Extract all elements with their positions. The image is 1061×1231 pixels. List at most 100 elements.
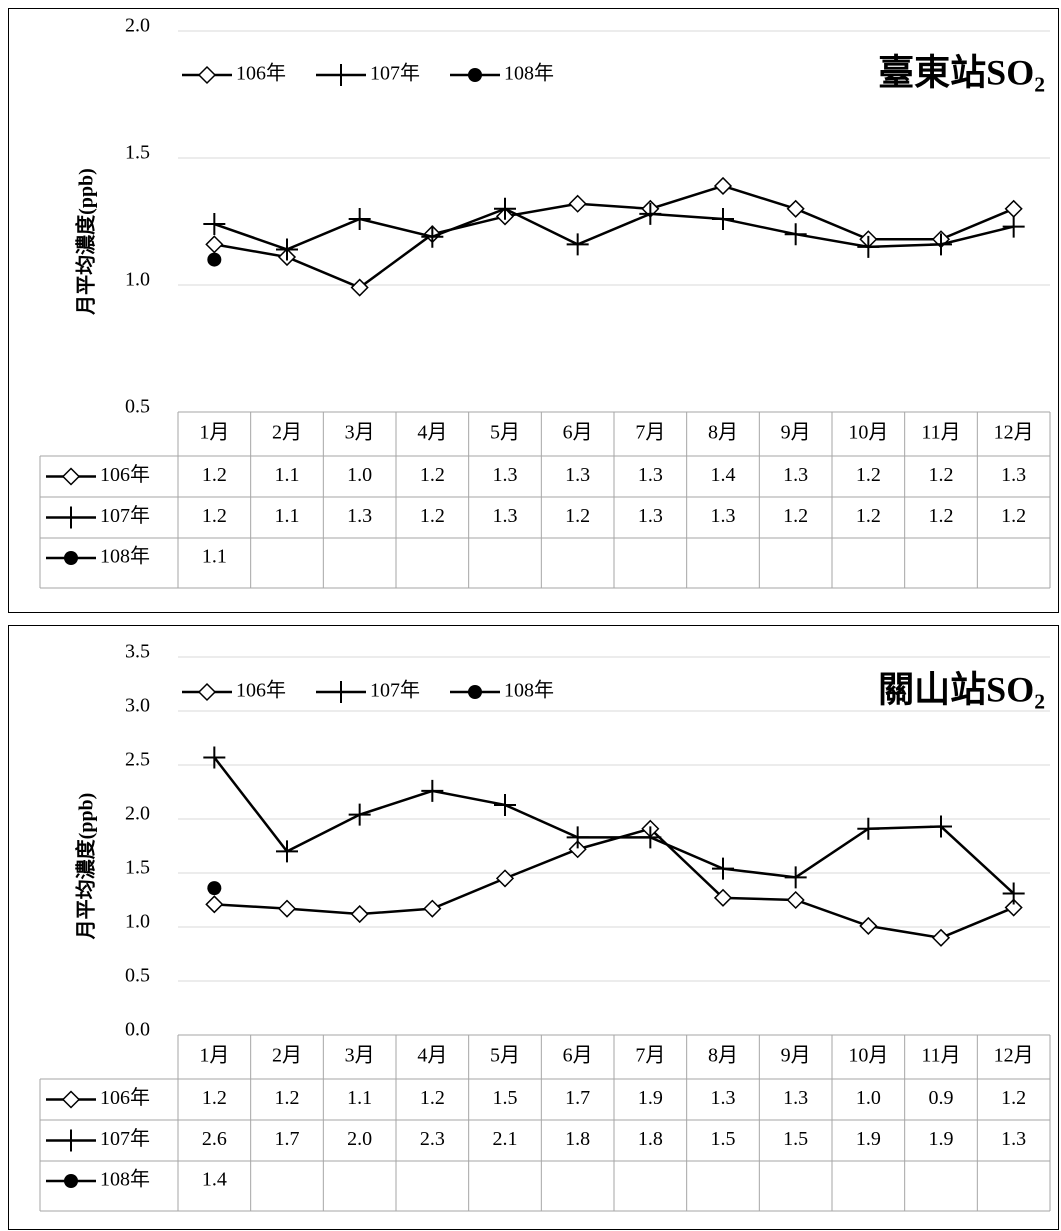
y-tick-label: 0.5: [125, 965, 150, 987]
marker-diamond: [61, 467, 81, 486]
marker-plus: [566, 826, 589, 849]
table-cell: 1.5: [783, 1128, 808, 1150]
table-cell: 1.1: [202, 546, 227, 568]
table-cell: 1.1: [275, 505, 300, 527]
table-cell: 0.9: [929, 1087, 954, 1109]
marker-diamond: [350, 904, 369, 924]
table-cell: 2.3: [420, 1128, 445, 1150]
legend-label: 106年: [236, 679, 286, 702]
marker-diamond: [713, 888, 733, 907]
x-tick-label: 7月: [635, 422, 665, 444]
marker-plus: [857, 235, 880, 258]
table-cell: 1.3: [493, 464, 518, 486]
marker-diamond: [350, 278, 369, 297]
table-cell: 1.3: [711, 1087, 736, 1109]
table-cell: 1.2: [275, 1087, 300, 1109]
marker-plus: [712, 857, 734, 880]
legend-label: 107年: [370, 679, 420, 702]
table-cell: 1.2: [929, 464, 954, 486]
marker-plus: [60, 506, 82, 529]
table-cell: 1.9: [638, 1087, 663, 1109]
data-line: [214, 184, 1015, 289]
chart-title: 關山站SO₂: [878, 669, 1045, 709]
marker-plus: [639, 826, 662, 849]
table-cell: 1.2: [202, 464, 227, 486]
table-cell: 2.6: [202, 1128, 227, 1150]
marker-plus: [784, 223, 807, 246]
legend-item: 106年: [182, 62, 286, 85]
table-cell: 1.9: [856, 1128, 881, 1150]
marker-circle: [64, 1174, 78, 1188]
table-cell: 1.8: [565, 1128, 590, 1150]
y-tick-label: 2.0: [125, 15, 150, 37]
x-tick-label: 3月: [345, 422, 375, 444]
table-cell: 1.0: [347, 464, 372, 486]
x-tick-label: 9月: [781, 422, 811, 444]
table-cell: 1.2: [856, 464, 881, 486]
table-cell: 1.3: [711, 505, 736, 527]
x-tick-label: 2月: [272, 1045, 302, 1067]
y-tick-label: 1.0: [125, 911, 150, 933]
marker-diamond: [568, 194, 587, 213]
legend-item: 107年: [316, 62, 420, 86]
marker-plus: [330, 681, 352, 703]
chart: 0.0 0.5 1.0 1.5 2.0 2.5 3.0 3.5 月平均濃度(ppb) 關山站SO₂…: [8, 625, 1059, 1230]
x-tick-label: 11月: [921, 422, 960, 444]
legend-label: 106年: [236, 62, 286, 85]
marker-plus: [276, 238, 298, 261]
table-cell: 1.2: [1001, 1087, 1026, 1109]
table-cell: 1.4: [711, 464, 736, 486]
marker-circle: [207, 881, 222, 896]
x-tick-label: 8月: [708, 1045, 738, 1067]
y-axis-label: 月平均濃度(ppb): [74, 793, 98, 941]
table-cell: 1.7: [275, 1128, 300, 1150]
table-cell: 1.7: [565, 1087, 590, 1109]
table-row-label: 108年: [100, 545, 150, 568]
data-line: [213, 756, 1015, 895]
x-tick-label: 12月: [994, 422, 1034, 444]
table-row-header: 107年: [46, 504, 150, 529]
table-cell: 1.3: [1001, 464, 1026, 486]
marker-diamond: [205, 235, 224, 254]
x-tick-label: 8月: [708, 422, 738, 444]
marker-diamond: [713, 176, 733, 196]
marker-diamond: [786, 199, 805, 218]
table-cell: 1.2: [202, 505, 227, 527]
table-row-label: 107年: [100, 504, 150, 527]
x-tick-label: 11月: [921, 1045, 960, 1067]
marker-plus: [566, 233, 589, 256]
marker-plus: [1002, 215, 1025, 238]
legend-label: 107年: [370, 62, 420, 85]
table-cell: 1.3: [493, 505, 518, 527]
y-tick-label: 0.5: [125, 396, 150, 418]
table-cell: 1.2: [856, 505, 881, 527]
marker-plus: [203, 213, 226, 236]
marker-plus: [639, 202, 662, 225]
y-tick-label: 3.0: [125, 695, 150, 717]
marker-plus: [330, 64, 352, 86]
marker-diamond: [859, 916, 878, 935]
marker-diamond: [277, 899, 297, 918]
x-tick-label: 5月: [490, 422, 520, 444]
x-tick-label: 3月: [345, 1045, 375, 1067]
x-tick-label: 12月: [994, 1045, 1034, 1067]
chart: 0.5 1.0 1.5 2.0 月平均濃度(ppb) 臺東站SO₂ 106年 107年 108年…: [8, 8, 1059, 613]
table-cell: 2.0: [347, 1128, 372, 1150]
table-row-label: 108年: [100, 1168, 150, 1191]
table-cell: 1.2: [420, 1087, 445, 1109]
marker-plus: [494, 197, 516, 220]
table-cell: 1.3: [783, 464, 808, 486]
chart-title: 臺東站SO₂: [878, 52, 1045, 92]
legend-item: 108年: [450, 62, 554, 85]
marker-diamond: [197, 65, 217, 85]
y-tick-label: 1.0: [125, 269, 150, 291]
marker-diamond: [61, 1090, 81, 1109]
x-tick-label: 10月: [848, 422, 888, 444]
marker-plus: [494, 793, 516, 816]
marker-diamond: [786, 890, 805, 910]
table-cell: 1.1: [275, 464, 300, 486]
table-cell: 2.1: [493, 1128, 518, 1150]
marker-plus: [784, 866, 807, 889]
